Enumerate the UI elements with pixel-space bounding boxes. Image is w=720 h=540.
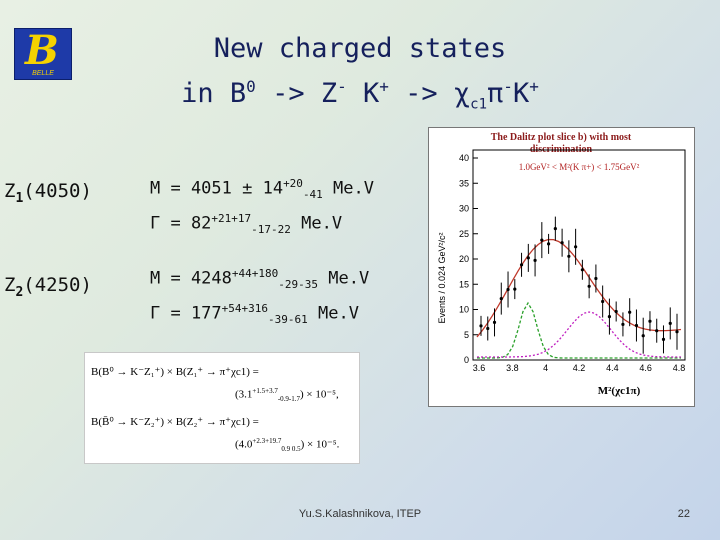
y-tick-label: 5 xyxy=(464,330,469,340)
z2-mass: M = 4248+44+180-29-35 Me.V xyxy=(150,267,370,292)
y-tick-label: 15 xyxy=(459,279,469,289)
data-point xyxy=(479,324,483,328)
y-tick-label: 35 xyxy=(459,178,469,188)
z2-component-curve xyxy=(477,311,681,358)
title-line-1: New charged states xyxy=(213,33,507,64)
x-tick-label: 4.6 xyxy=(639,363,652,373)
y-tick-label: 0 xyxy=(464,355,469,365)
plot-cut-label: 1.0GeV² < M²(K π+) < 1.75GeV² xyxy=(519,162,640,172)
y-ticks: 40 35 30 25 20 15 10 5 0 xyxy=(459,153,478,365)
z1-component-curve xyxy=(477,301,681,359)
data-point xyxy=(567,254,571,258)
data-point xyxy=(607,315,612,319)
z1-parameters: M = 4051 ± 14+20-41 Me.V Γ = 82+21+17-17… xyxy=(150,172,374,242)
y-tick-label: 25 xyxy=(459,229,469,239)
slide-title: New charged states in B0 -> Z- K+ -> χc1… xyxy=(140,30,580,123)
y-tick-label: 40 xyxy=(459,153,469,163)
data-point xyxy=(594,276,598,281)
branching-fraction-box: B(B⁰ → K⁻Z₁⁺) × B(Z₁⁺ → π⁺χc1) = (3.1+1.… xyxy=(84,352,360,464)
plot-title-1: The Dalitz plot slice b) with most xyxy=(491,132,632,143)
data-point xyxy=(641,334,645,338)
data-point xyxy=(661,337,666,341)
formula-line-4: (4.0+2.3+19.70.9 0.5) × 10⁻⁵. xyxy=(235,437,340,453)
z2-width: Γ = 177+54+316-39-61 Me.V xyxy=(150,302,359,327)
y-tick-label: 30 xyxy=(459,204,469,214)
plot-frame xyxy=(472,149,686,361)
y-tick-label: 20 xyxy=(459,254,469,264)
data-point xyxy=(540,238,544,242)
data-point xyxy=(587,284,591,288)
data-point xyxy=(546,242,551,246)
x-tick-label: 4.8 xyxy=(673,363,686,373)
data-point xyxy=(533,258,537,262)
data-point xyxy=(601,299,605,304)
x-ticks: 3.6 3.8 4 4.2 4.4 4.6 4.8 xyxy=(473,363,686,373)
fit-curve xyxy=(476,238,682,338)
formula-line-3: B(B̄⁰ → K⁻Z₂⁺) × B(Z₂⁺ → π⁺χc1) = xyxy=(91,416,259,428)
formula-line-1: B(B⁰ → K⁻Z₁⁺) × B(Z₁⁺ → π⁺χc1) = xyxy=(91,366,259,378)
data-point xyxy=(492,320,497,324)
logo-text: BELLE xyxy=(32,70,54,77)
x-tick-label: 4.2 xyxy=(573,363,586,373)
data-point xyxy=(560,241,564,245)
plot-svg: The Dalitz plot slice b) with most discr… xyxy=(437,132,686,397)
data-point xyxy=(648,319,652,323)
data-point xyxy=(634,323,639,328)
data-point xyxy=(675,330,679,334)
footer-author: Yu.S.Kalashnikova, ITEP xyxy=(298,508,422,520)
dalitz-slice-plot: The Dalitz plot slice b) with most discr… xyxy=(428,127,695,407)
z1-width: Γ = 82+21+17-17-22 Me.V xyxy=(150,212,343,237)
data-point xyxy=(486,326,490,331)
z2-label: Z2(4250) xyxy=(4,274,92,300)
data-point xyxy=(655,329,659,333)
z1-mass: M = 4051 ± 14+20-41 Me.V xyxy=(150,177,374,202)
data-point xyxy=(526,256,530,260)
data-point xyxy=(628,310,632,314)
data-point xyxy=(668,321,672,325)
data-point xyxy=(506,287,510,292)
data-point xyxy=(574,245,578,249)
plot-curves xyxy=(476,216,682,359)
x-tick-label: 4 xyxy=(543,363,548,373)
data-point xyxy=(553,227,557,231)
page-number: 22 xyxy=(677,508,690,520)
x-tick-label: 3.6 xyxy=(473,363,486,373)
data-point xyxy=(513,287,517,291)
z1-label: Z1(4050) xyxy=(4,180,92,206)
z2-parameters: M = 4248+44+180-29-35 Me.V Γ = 177+54+31… xyxy=(150,262,369,332)
logo-letter: B xyxy=(25,27,59,74)
data-point xyxy=(621,322,625,326)
y-tick-label: 10 xyxy=(459,305,469,315)
data-point xyxy=(580,268,584,272)
plot-xlabel: M²(χc1π) xyxy=(598,385,641,397)
data-point xyxy=(519,263,524,267)
belle-logo: B BELLE xyxy=(14,27,72,80)
data-point xyxy=(614,309,618,314)
x-tick-label: 3.8 xyxy=(506,363,519,373)
formula-line-2: (3.1+1.5+3.7-0.9-1.7) × 10⁻⁵, xyxy=(235,387,339,403)
plot-ylabel: Events / 0.024 GeV²/c² xyxy=(437,232,447,323)
data-point xyxy=(499,297,503,301)
title-line-2: in B0 -> Z- K+ -> χc1π-K+ xyxy=(181,77,539,113)
x-tick-label: 4.4 xyxy=(606,363,619,373)
